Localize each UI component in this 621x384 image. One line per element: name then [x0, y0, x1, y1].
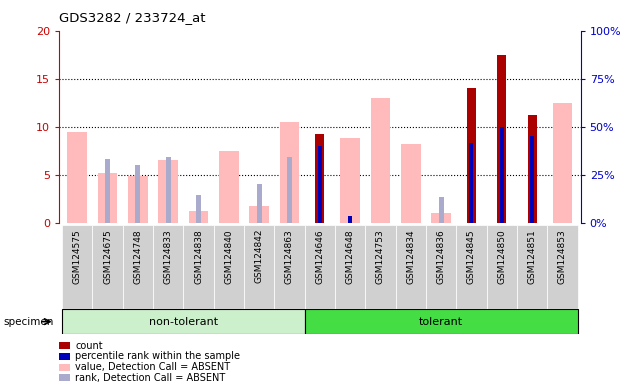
- Bar: [62, 225, 93, 311]
- Bar: [279, 122, 299, 223]
- Text: GSM124842: GSM124842: [255, 229, 264, 283]
- Text: GSM124575: GSM124575: [73, 229, 82, 284]
- Bar: [305, 225, 335, 311]
- Bar: [530, 136, 534, 223]
- Bar: [189, 211, 209, 223]
- Bar: [183, 225, 214, 311]
- Bar: [396, 225, 426, 311]
- Bar: [249, 207, 269, 223]
- Bar: [135, 165, 140, 223]
- Bar: [500, 127, 504, 223]
- Bar: [315, 134, 324, 223]
- Bar: [553, 103, 573, 223]
- Bar: [431, 213, 451, 223]
- Bar: [348, 216, 352, 223]
- Text: GSM124646: GSM124646: [315, 229, 324, 284]
- Text: GDS3282 / 233724_at: GDS3282 / 233724_at: [59, 12, 206, 25]
- Bar: [467, 88, 476, 223]
- Text: GSM124850: GSM124850: [497, 229, 506, 284]
- Text: percentile rank within the sample: percentile rank within the sample: [75, 351, 240, 361]
- Text: rank, Detection Call = ABSENT: rank, Detection Call = ABSENT: [75, 373, 225, 383]
- Bar: [340, 138, 360, 223]
- Bar: [497, 55, 506, 223]
- Text: GSM124753: GSM124753: [376, 229, 385, 284]
- Text: GSM124840: GSM124840: [224, 229, 233, 284]
- Bar: [166, 157, 171, 223]
- Bar: [105, 159, 110, 223]
- Bar: [318, 146, 322, 223]
- Text: GSM124851: GSM124851: [528, 229, 537, 284]
- Bar: [456, 225, 487, 311]
- Bar: [469, 143, 473, 223]
- Bar: [196, 195, 201, 223]
- Bar: [214, 225, 244, 311]
- Bar: [219, 151, 238, 223]
- Text: count: count: [75, 341, 102, 351]
- Text: value, Detection Call = ABSENT: value, Detection Call = ABSENT: [75, 362, 230, 372]
- Text: GSM124834: GSM124834: [406, 229, 415, 284]
- Text: GSM124836: GSM124836: [437, 229, 446, 284]
- Bar: [426, 225, 456, 311]
- Bar: [528, 115, 537, 223]
- Text: non-tolerant: non-tolerant: [149, 316, 218, 327]
- Bar: [158, 161, 178, 223]
- Bar: [67, 131, 87, 223]
- Bar: [438, 197, 443, 223]
- Text: GSM124838: GSM124838: [194, 229, 203, 284]
- Text: GSM124853: GSM124853: [558, 229, 567, 284]
- Text: tolerant: tolerant: [419, 316, 463, 327]
- Bar: [93, 225, 123, 311]
- Bar: [547, 225, 578, 311]
- Bar: [97, 173, 117, 223]
- Bar: [287, 157, 292, 223]
- Bar: [371, 98, 391, 223]
- Text: specimen: specimen: [3, 316, 53, 327]
- Bar: [153, 225, 183, 311]
- Bar: [365, 225, 396, 311]
- Bar: [517, 225, 547, 311]
- Text: GSM124675: GSM124675: [103, 229, 112, 284]
- Bar: [123, 225, 153, 311]
- Bar: [256, 184, 261, 223]
- Bar: [487, 225, 517, 311]
- Text: GSM124833: GSM124833: [164, 229, 173, 284]
- Bar: [335, 225, 365, 311]
- Text: GSM124845: GSM124845: [467, 229, 476, 284]
- Bar: [62, 309, 305, 334]
- Bar: [305, 309, 578, 334]
- Bar: [401, 144, 420, 223]
- Bar: [128, 176, 148, 223]
- Text: GSM124748: GSM124748: [134, 229, 142, 284]
- Bar: [274, 225, 305, 311]
- Text: GSM124648: GSM124648: [346, 229, 355, 284]
- Text: GSM124863: GSM124863: [285, 229, 294, 284]
- Bar: [244, 225, 274, 311]
